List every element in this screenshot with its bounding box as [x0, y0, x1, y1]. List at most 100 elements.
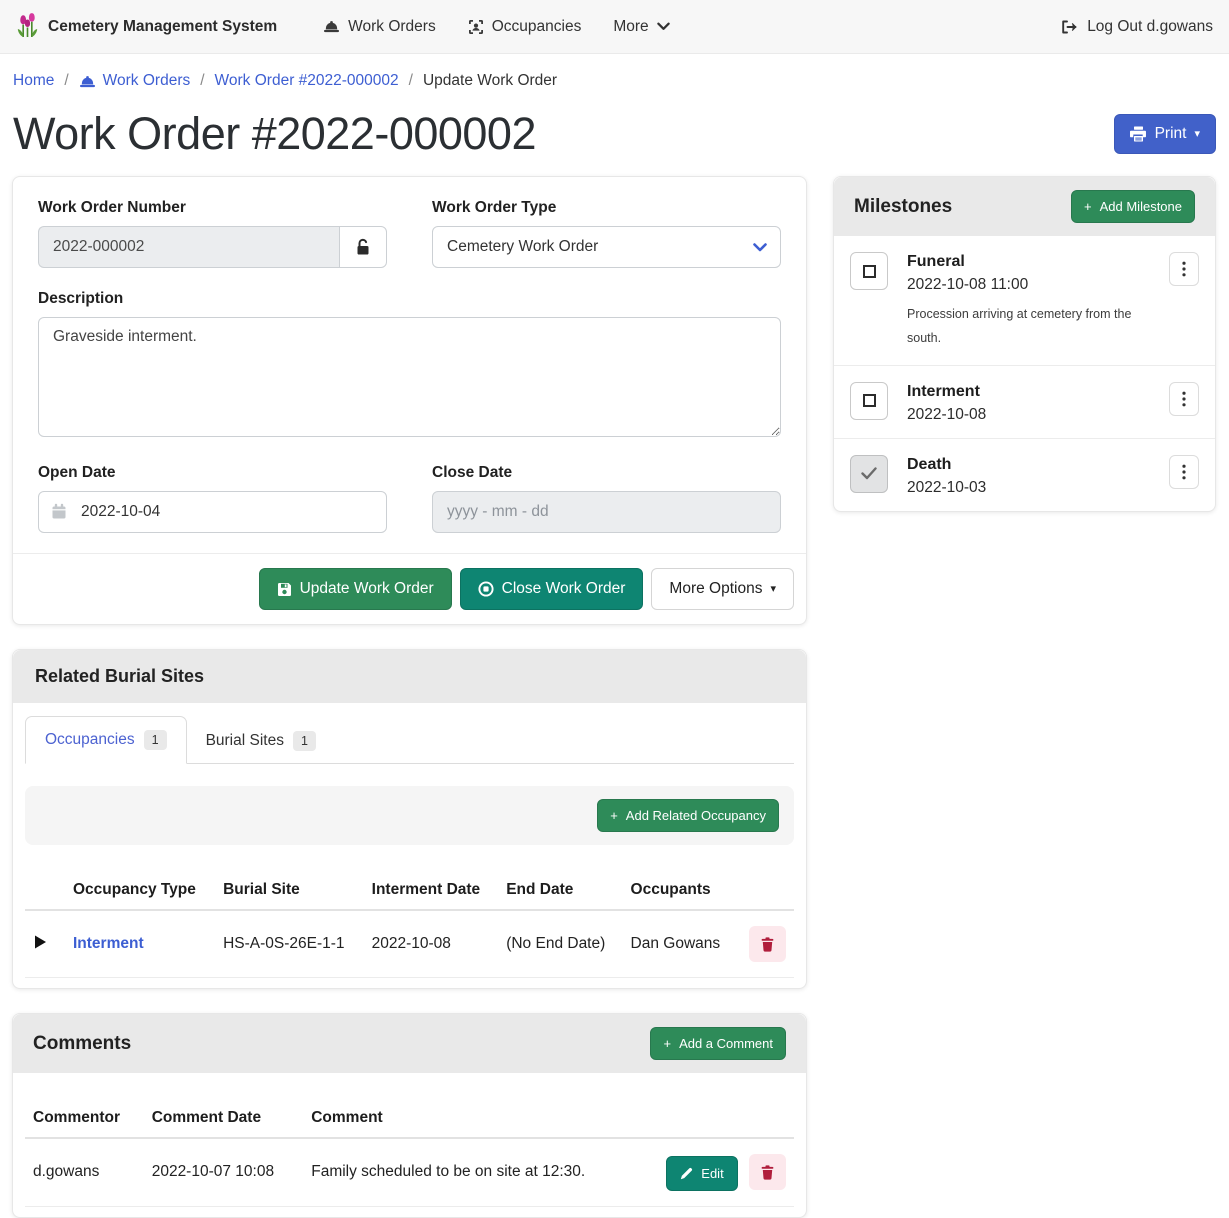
- edit-comment-button[interactable]: Edit: [666, 1155, 738, 1191]
- tab-burial-sites-count: 1: [292, 731, 316, 751]
- kebab-menu-icon: [1182, 391, 1186, 407]
- occupant-portrait-icon: [468, 19, 484, 35]
- add-related-occupancy-button[interactable]: + Add Related Occupancy: [597, 799, 779, 832]
- milestone-date: 2022-10-08: [907, 405, 987, 423]
- number-label: Work Order Number: [38, 199, 186, 216]
- nav-work-orders[interactable]: Work Orders: [307, 18, 452, 36]
- breadcrumb-separator: /: [200, 72, 205, 89]
- logout-label: Log Out d.gowans: [1087, 17, 1213, 35]
- update-work-order-button[interactable]: Update Work Order: [258, 568, 452, 610]
- work-order-number-input[interactable]: [38, 226, 339, 268]
- occupancy-type-link[interactable]: Interment: [73, 935, 144, 952]
- hard-hat-icon: [79, 74, 96, 89]
- plus-icon: +: [610, 808, 618, 823]
- milestone-item: Death 2022-10-03: [834, 439, 1215, 511]
- breadcrumb-separator: /: [64, 72, 69, 89]
- burial-site-cell: HS-A-0S-26E-1-1: [215, 910, 364, 978]
- tab-occupancies[interactable]: Occupancies 1: [25, 716, 187, 764]
- expand-column-header: [25, 871, 65, 911]
- add-milestone-button[interactable]: + Add Milestone: [1071, 190, 1195, 223]
- work-order-type-select[interactable]: Cemetery Work Order: [432, 226, 781, 268]
- tulip-logo-icon: [16, 13, 39, 40]
- print-label: Print: [1154, 125, 1187, 142]
- tab-burial-sites[interactable]: Burial Sites 1: [187, 718, 335, 764]
- kebab-menu-icon: [1182, 261, 1186, 277]
- milestone-item: Funeral 2022-10-08 11:00 Procession arri…: [834, 236, 1215, 366]
- milestone-date: 2022-10-03: [907, 478, 987, 496]
- breadcrumb-separator: /: [408, 72, 413, 89]
- open-date-label: Open Date: [38, 464, 116, 481]
- description-label: Description: [38, 290, 124, 307]
- brand[interactable]: Cemetery Management System: [16, 13, 277, 40]
- end-date-cell: (No End Date): [498, 910, 623, 978]
- milestone-menu-button[interactable]: [1169, 252, 1199, 286]
- chevron-down-icon: [656, 22, 670, 31]
- check-icon: [861, 467, 877, 480]
- logout-icon: [1060, 19, 1078, 35]
- col-burial-site: Burial Site: [215, 871, 364, 911]
- checkbox-square-icon: [862, 394, 876, 407]
- description-textarea[interactable]: Graveside interment.: [38, 317, 781, 437]
- unlock-button[interactable]: [339, 226, 387, 268]
- close-date-input[interactable]: [432, 491, 781, 533]
- close-work-order-label: Close Work Order: [501, 580, 626, 597]
- trash-icon: [761, 1164, 774, 1180]
- trash-icon: [761, 936, 774, 952]
- stop-circle-icon: [478, 581, 494, 597]
- milestone-item: Interment 2022-10-08: [834, 366, 1215, 439]
- nav-occupancies[interactable]: Occupancies: [452, 18, 598, 36]
- breadcrumb-work-order[interactable]: Work Order #2022-000002: [214, 72, 399, 89]
- milestones-card: Milestones + Add Milestone Funeral 2022-…: [833, 176, 1216, 512]
- comment-date-cell: 2022-10-07 10:08: [143, 1138, 304, 1207]
- close-work-order-button[interactable]: Close Work Order: [459, 568, 644, 610]
- occupancies-toolbar: + Add Related Occupancy: [25, 786, 794, 845]
- delete-comment-button[interactable]: [749, 1154, 786, 1190]
- logout-button[interactable]: Log Out d.gowans: [1060, 18, 1213, 36]
- breadcrumb-home[interactable]: Home: [13, 72, 55, 89]
- comments-table: Commentor Comment Date Comment d.gowans …: [25, 1099, 794, 1207]
- milestone-date: 2022-10-08 11:00: [907, 276, 1029, 293]
- edit-comment-label: Edit: [701, 1165, 724, 1181]
- comment-cell: Family scheduled to be on site at 12:30.: [303, 1138, 638, 1207]
- plus-icon: +: [1084, 199, 1092, 214]
- comment-row: d.gowans 2022-10-07 10:08 Family schedul…: [25, 1138, 794, 1207]
- milestone-checkbox[interactable]: [850, 381, 888, 420]
- brand-label: Cemetery Management System: [48, 17, 278, 35]
- occupancy-row: Interment HS-A-0S-26E-1-1 2022-10-08 (No…: [25, 910, 794, 978]
- checkbox-square-icon: [862, 264, 876, 278]
- delete-occupancy-button[interactable]: [749, 926, 786, 962]
- milestone-checkbox[interactable]: [850, 252, 888, 290]
- add-comment-button[interactable]: + Add a Comment: [650, 1027, 786, 1060]
- comments-title: Comments: [33, 1032, 132, 1054]
- update-work-order-label: Update Work Order: [299, 580, 434, 597]
- col-end-date: End Date: [498, 871, 623, 911]
- more-options-label: More Options: [669, 580, 763, 597]
- work-order-form-card: Work Order Number: [12, 176, 807, 625]
- breadcrumb-work-orders[interactable]: Work Orders: [79, 72, 191, 90]
- nav-work-orders-label: Work Orders: [348, 17, 436, 35]
- col-commentor: Commentor: [25, 1099, 144, 1139]
- col-occupants: Occupants: [622, 871, 737, 911]
- milestone-title: Funeral: [907, 253, 965, 270]
- occupancies-table: Occupancy Type Burial Site Interment Dat…: [25, 871, 794, 978]
- milestone-menu-button[interactable]: [1169, 381, 1199, 416]
- expand-row-icon[interactable]: [33, 934, 47, 950]
- more-options-button[interactable]: More Options ▾: [651, 568, 794, 610]
- breadcrumb-current: Update Work Order: [422, 72, 558, 89]
- pencil-icon: [680, 1167, 693, 1180]
- col-actions: [736, 871, 794, 911]
- save-icon: [277, 582, 292, 597]
- hard-hat-icon: [323, 19, 340, 34]
- col-occupancy-type: Occupancy Type: [65, 871, 216, 911]
- print-button[interactable]: Print ▾: [1113, 114, 1216, 154]
- nav-more[interactable]: More: [597, 18, 685, 36]
- breadcrumb-work-orders-label: Work Orders: [102, 72, 191, 89]
- milestone-note: Procession arriving at cemetery from the…: [907, 307, 1132, 345]
- tab-occupancies-count: 1: [143, 730, 167, 750]
- open-date-input[interactable]: [38, 491, 387, 533]
- breadcrumb: Home / Work Orders / Work Order #2022-00…: [0, 54, 1229, 100]
- add-comment-label: Add a Comment: [679, 1036, 773, 1051]
- milestone-menu-button[interactable]: [1169, 454, 1199, 489]
- tab-occupancies-label: Occupancies: [45, 731, 135, 748]
- milestone-checkbox-checked[interactable]: [850, 454, 888, 493]
